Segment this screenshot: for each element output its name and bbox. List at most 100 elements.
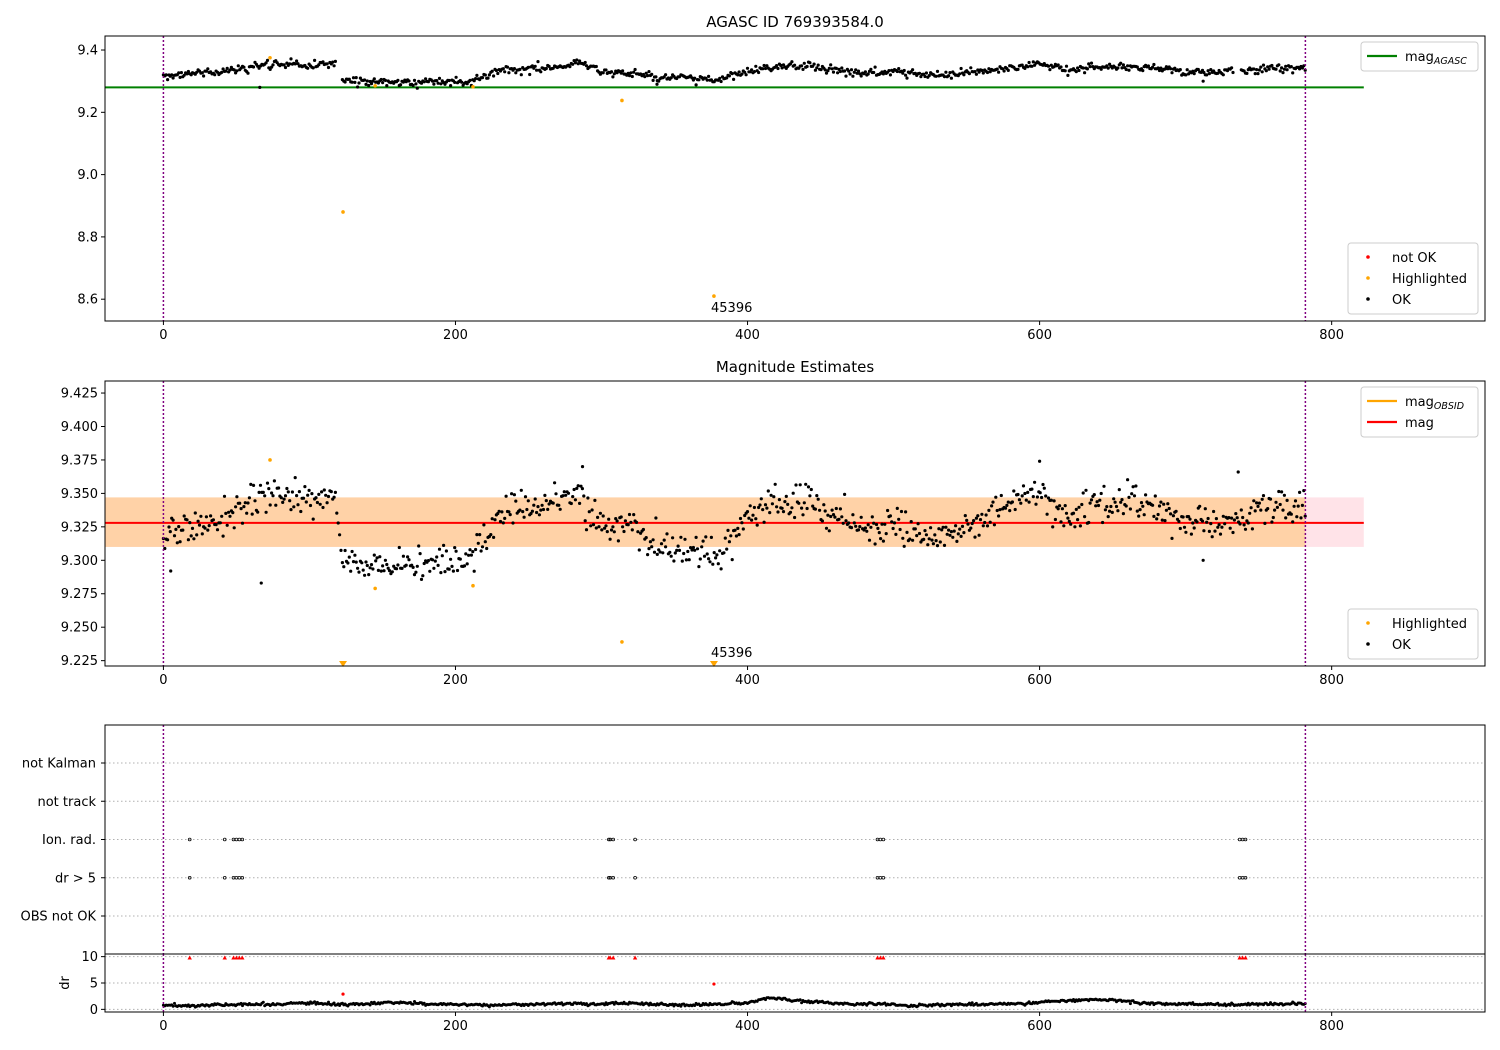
ok-point xyxy=(1264,69,1268,73)
ok-point xyxy=(963,514,967,518)
panel4-ylabel: dr xyxy=(58,976,73,990)
ok-point xyxy=(768,510,772,515)
ok-point xyxy=(1051,525,1055,529)
legend-label-subscript: AGASC xyxy=(1433,56,1467,67)
ok-point xyxy=(1130,492,1134,496)
ok-point xyxy=(1119,500,1123,504)
panel3-xtick-label: 600 xyxy=(1027,1019,1052,1034)
ok-point xyxy=(826,69,830,73)
ok-point xyxy=(1021,484,1026,488)
ok-point xyxy=(603,526,607,530)
ok-point xyxy=(213,73,217,77)
ok-point xyxy=(369,563,374,567)
ok-point xyxy=(847,69,851,73)
ok-point xyxy=(1188,517,1192,521)
ok-point xyxy=(365,563,369,568)
ok-point xyxy=(301,496,306,500)
ok-point xyxy=(1303,514,1307,518)
ok-point xyxy=(1119,61,1123,65)
dr-clipped-marker xyxy=(875,955,880,960)
ok-point xyxy=(736,526,740,531)
ok-point xyxy=(1257,501,1261,505)
ok-point xyxy=(863,526,868,530)
ok-point xyxy=(426,559,430,563)
ok-point xyxy=(186,69,190,74)
ok-point xyxy=(797,501,801,505)
ok-point xyxy=(489,533,493,537)
ok-point xyxy=(296,503,300,507)
ok-point xyxy=(1291,520,1295,524)
ok-point xyxy=(1041,482,1045,487)
ok-point xyxy=(840,66,844,70)
ok-point xyxy=(285,61,289,65)
ok-point xyxy=(883,522,887,526)
ok-point xyxy=(959,534,963,539)
ok-point xyxy=(1142,513,1146,517)
ok-point xyxy=(1005,503,1009,507)
ok-point xyxy=(1020,494,1024,498)
ok-point xyxy=(1124,67,1128,72)
ok-point xyxy=(333,490,337,494)
ok-point xyxy=(881,539,886,543)
ok-point xyxy=(788,510,793,514)
ok-point xyxy=(1267,67,1271,71)
ok-point xyxy=(1221,514,1225,518)
dr-point xyxy=(411,1002,415,1006)
dr-points xyxy=(161,996,1307,1009)
panel2-annotation: 45396 xyxy=(711,646,752,661)
ok-point xyxy=(879,537,883,541)
ok-point xyxy=(320,490,324,494)
ok-point xyxy=(354,560,358,564)
ok-point xyxy=(192,537,196,541)
ok-point xyxy=(840,515,844,519)
ok-point xyxy=(1169,67,1173,71)
ok-point xyxy=(573,498,578,502)
ok-point xyxy=(485,546,489,551)
ok-point xyxy=(701,539,705,543)
ok-point xyxy=(632,70,636,74)
ok-point xyxy=(1121,511,1125,516)
ok-point xyxy=(347,555,351,559)
ok-point xyxy=(856,69,861,73)
ok-point xyxy=(1221,73,1225,77)
ok-point xyxy=(339,548,343,553)
ok-point xyxy=(526,65,530,69)
ok-point xyxy=(852,70,856,74)
ok-point xyxy=(1195,520,1199,524)
ok-point xyxy=(1227,516,1231,520)
ok-point xyxy=(947,74,951,78)
flag-point xyxy=(187,837,192,842)
ok-point xyxy=(523,495,528,499)
ok-point xyxy=(1201,79,1205,83)
ok-point xyxy=(801,513,805,517)
ok-point xyxy=(651,538,655,542)
ok-point xyxy=(474,547,478,552)
ok-point xyxy=(1209,522,1213,526)
ok-point xyxy=(779,63,783,67)
ok-point xyxy=(189,534,193,538)
ok-point xyxy=(313,58,317,63)
ok-point xyxy=(712,551,716,555)
ok-point xyxy=(253,499,257,503)
ok-point xyxy=(601,514,605,518)
ok-point xyxy=(1087,520,1091,525)
ok-point xyxy=(915,534,919,538)
ok-point xyxy=(995,67,999,71)
flag-point xyxy=(633,837,637,842)
ok-point xyxy=(379,77,383,82)
ok-point xyxy=(385,84,389,88)
ok-point xyxy=(648,540,653,544)
ok-point xyxy=(178,75,182,79)
ok-point xyxy=(1046,496,1051,500)
ok-point xyxy=(1263,521,1267,526)
ok-point xyxy=(761,67,765,71)
ok-point xyxy=(1216,71,1220,75)
ok-point xyxy=(1103,508,1107,512)
ok-point xyxy=(521,510,525,514)
ok-point xyxy=(353,553,357,557)
ok-point xyxy=(973,70,977,74)
ok-point xyxy=(503,70,507,74)
ok-point xyxy=(406,555,410,559)
legend-label-text: Highlighted xyxy=(1392,617,1467,632)
ok-point xyxy=(847,521,851,525)
